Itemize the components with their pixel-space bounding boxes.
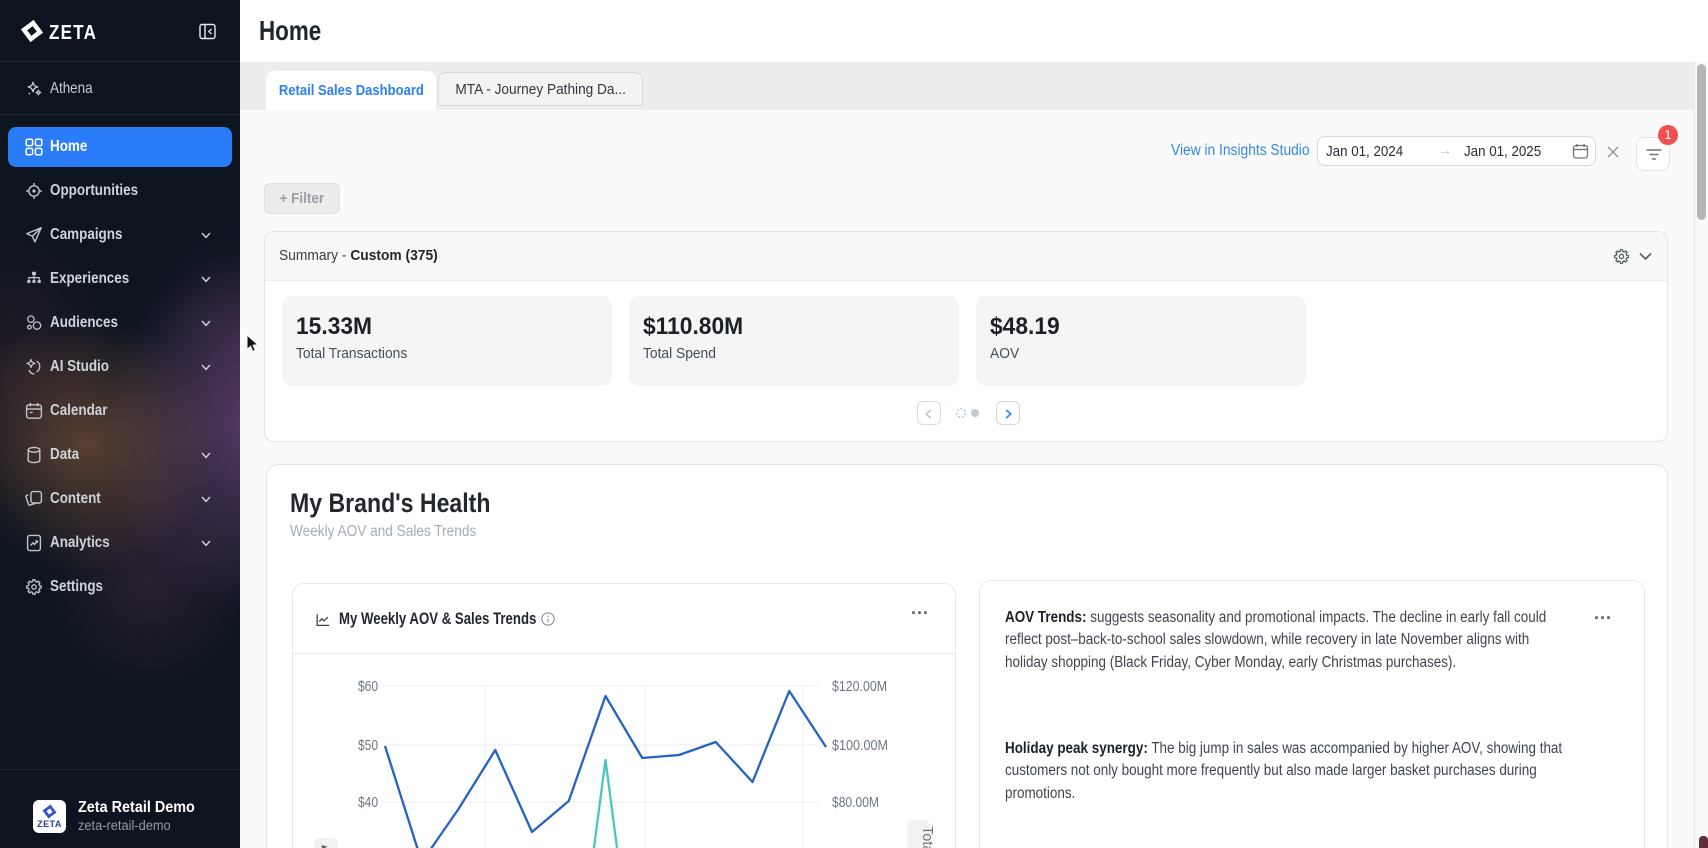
svg-text:$40: $40 (358, 795, 378, 811)
svg-text:$120.00M: $120.00M (832, 679, 887, 695)
svg-text:$100.00M: $100.00M (832, 738, 888, 754)
svg-text:$50: $50 (358, 738, 378, 754)
svg-text:Total Spend: Total Spend (919, 826, 935, 848)
svg-text:$60: $60 (358, 679, 378, 695)
svg-text:$80.00M: $80.00M (832, 795, 879, 811)
